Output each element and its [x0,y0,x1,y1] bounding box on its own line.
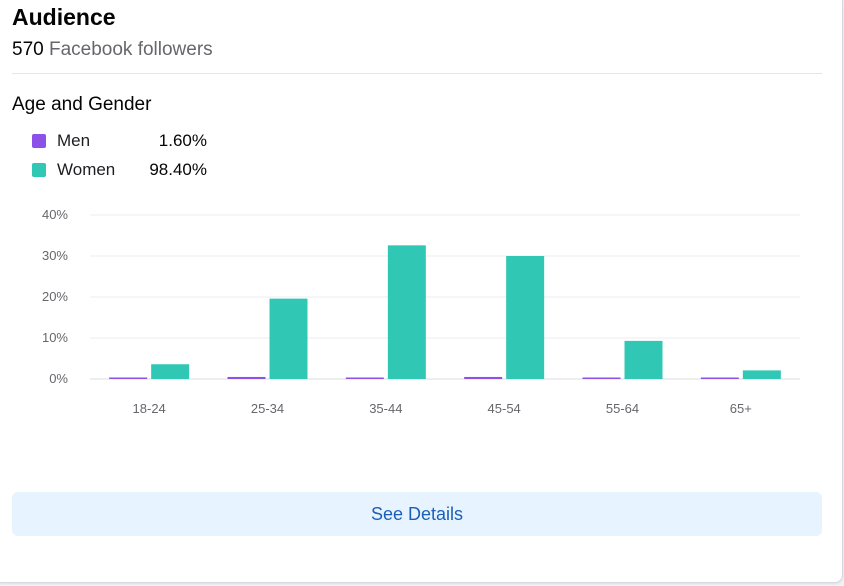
bar-women-18-24[interactable] [151,364,190,379]
x-tick-label: 35-44 [369,401,402,416]
age-gender-bar-chart: 0% 10% 20% 30% 40% 18-24 25-34 35-44 45-54 55-64 6… [42,207,800,416]
legend-swatch-men [32,134,46,148]
see-details-button[interactable]: See Details [12,492,822,536]
bar-men-65+[interactable] [700,377,739,380]
y-tick-label: 40% [42,207,68,222]
y-tick-label: 10% [42,330,68,345]
follower-label: Facebook followers [48,39,213,60]
bar-women-35-44[interactable] [387,245,426,379]
x-tick-label: 55-64 [606,401,639,416]
legend-percent-women: 98.40% [149,160,207,179]
divider [12,73,822,74]
legend-swatch-women [32,163,46,177]
section-title: Age and Gender [12,94,152,115]
legend-item-men: Men 1.60% [32,130,207,152]
x-tick-label: 18-24 [133,401,166,416]
legend-item-women: Women 98.40% [32,159,207,181]
follower-summary: 570 Facebook followers [12,39,213,61]
bar-women-65+[interactable] [742,370,781,379]
x-tick-label: 65+ [730,401,752,416]
x-tick-label: 25-34 [251,401,284,416]
y-tick-label: 20% [42,289,68,304]
bar-men-18-24[interactable] [109,377,148,380]
legend-label-men: Men [57,131,91,150]
legend-label-women: Women [57,160,116,179]
bar-women-55-64[interactable] [624,340,663,379]
bar-women-45-54[interactable] [506,256,545,379]
follower-count: 570 [12,39,44,60]
bar-men-55-64[interactable] [582,377,621,380]
bar-women-25-34[interactable] [269,298,308,379]
y-tick-label: 0% [49,371,68,386]
bar-men-35-44[interactable] [345,377,384,380]
x-tick-label: 45-54 [488,401,521,416]
y-tick-label: 30% [42,248,68,263]
legend-percent-men: 1.60% [158,131,207,150]
bar-men-25-34[interactable] [227,376,266,379]
card-title: Audience [12,4,116,30]
bar-men-45-54[interactable] [464,376,503,379]
